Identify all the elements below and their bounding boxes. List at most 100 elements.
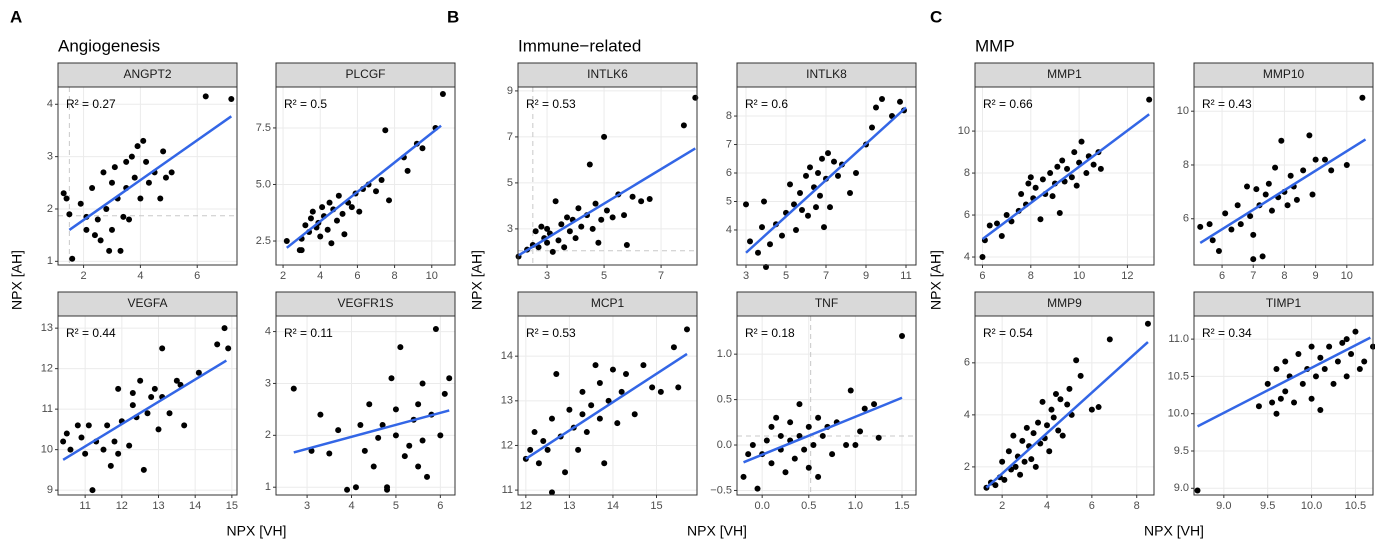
point [1035,419,1042,426]
point [397,344,404,351]
point [120,213,127,220]
point [805,212,811,219]
point [1343,336,1350,343]
point [801,446,808,453]
point [117,247,124,254]
point [166,410,173,417]
point [103,205,110,212]
point [328,240,335,247]
point [1090,161,1097,168]
y-tick-label: 9.5 [1174,445,1189,457]
x-tick-label: 5 [783,270,789,282]
point [603,207,610,214]
point [847,189,853,196]
point [344,486,351,493]
point [1017,471,1024,478]
point [1054,163,1061,170]
point [1057,396,1064,403]
fit-line [286,124,442,249]
point [986,222,993,229]
point [670,344,677,351]
point [1339,339,1346,346]
point [1056,209,1063,216]
point [1078,138,1085,145]
fit-line [985,341,1149,489]
point [1032,463,1039,470]
point [1097,165,1104,172]
panel-title: VEGFR1S [337,296,393,310]
point [1352,328,1359,335]
point [1334,358,1341,365]
x-tick-label: 1.5 [894,500,909,512]
annotation: R² = 0.43 [1202,97,1252,111]
point [148,393,155,400]
point [815,414,822,421]
point [324,226,331,233]
point [406,442,413,449]
point [1317,406,1324,413]
point [871,401,878,408]
point [1044,422,1051,429]
point [680,122,687,129]
point [415,463,422,470]
point [388,375,395,382]
point [111,164,118,171]
y-tick-label: 13 [41,322,53,334]
x-tick-label: 10 [1073,270,1085,282]
point [805,423,812,430]
point [115,385,122,392]
point [1282,358,1289,365]
y-tick-label: 6 [1183,213,1189,225]
point [1030,430,1037,437]
panel-title: TNF [815,296,838,310]
point [107,462,114,469]
point [129,402,136,409]
point [540,437,547,444]
point [623,371,630,378]
x-axis-label: NPX [VH] [1144,523,1204,539]
fit-line [62,359,228,461]
x-tick-label: 12 [116,500,128,512]
fit-line [68,115,233,231]
point [333,217,340,224]
point [649,384,656,391]
point [1259,253,1266,260]
point [787,181,793,188]
point [104,422,111,429]
y-tick-label: 8 [964,167,970,179]
y-tick-label: 1 [47,255,53,267]
point [831,158,837,165]
point [115,450,122,457]
point [875,434,882,441]
x-tick-label: 1.0 [848,500,863,512]
point [67,446,74,453]
point [813,204,819,211]
point [638,198,645,205]
point [579,388,586,395]
point [1250,231,1257,238]
y-tick-label: 8 [1183,159,1189,171]
point [63,195,70,202]
x-tick-label: 6 [194,270,200,282]
point [675,384,682,391]
point [623,241,630,248]
point [94,216,101,223]
point [998,233,1005,240]
annotation: R² = 0.54 [983,326,1033,340]
x-tick-label: 13 [152,500,164,512]
point [879,95,885,102]
point [873,104,879,111]
point [1003,212,1010,219]
point [352,484,359,491]
panel-title: PLCGF [345,67,385,81]
point [1050,414,1057,421]
point [97,237,104,244]
x-tick-label: 8 [392,270,398,282]
point [777,432,784,439]
point [544,446,551,453]
point [609,214,616,221]
point [1068,174,1075,181]
point [302,222,309,229]
fit-line [743,396,903,464]
